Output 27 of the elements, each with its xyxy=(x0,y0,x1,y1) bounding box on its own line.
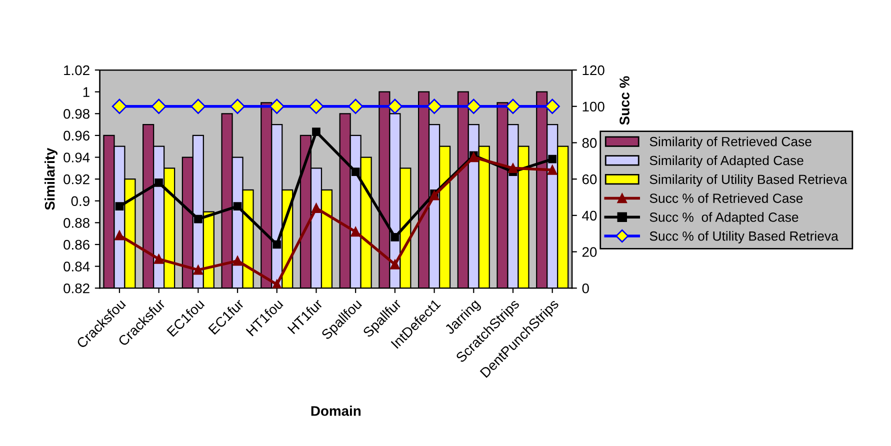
y-tick-label: 0.84 xyxy=(64,262,90,272)
legend-label: Succ % of Adapted Case xyxy=(650,212,798,224)
y-axis-title: Similarity xyxy=(44,148,58,210)
y-tick-label: 0.86 xyxy=(64,240,90,250)
legend-label: Similarity of Adapted Case xyxy=(650,155,804,168)
y-tick-label: 1.02 xyxy=(64,65,90,76)
y-tick-label: 0.98 xyxy=(64,108,90,119)
y-tick-label: 0.92 xyxy=(64,174,90,184)
y-tick-label: 1 xyxy=(83,87,90,97)
y-tick-label: 0.96 xyxy=(64,130,90,141)
y2-tick-label: 100 xyxy=(582,102,604,112)
y2-tick-label: 20 xyxy=(582,247,597,257)
y2-tick-label: 40 xyxy=(582,210,597,221)
y2-tick-label: 0 xyxy=(582,283,589,294)
legend-label: Similarity of Utility Based Retrieva xyxy=(650,174,848,187)
y2-axis-title: Succ % xyxy=(620,76,630,125)
y-tick-label: 0.94 xyxy=(64,152,90,162)
x-axis-title: Domain xyxy=(311,406,361,416)
y-tick-label: 0.88 xyxy=(64,218,90,228)
legend-label: Succ % of Retrieved Case xyxy=(650,193,803,203)
legend-label: Similarity of Retrieved Case xyxy=(650,136,812,149)
y2-tick-label: 80 xyxy=(582,138,597,148)
legend-label: Succ % of Utility Based Retrieva xyxy=(650,231,838,244)
y-tick-label: 0.82 xyxy=(64,283,90,294)
y2-tick-label: 120 xyxy=(582,65,604,76)
y2-tick-label: 60 xyxy=(582,174,597,184)
y-tick-label: 0.9 xyxy=(71,196,90,206)
